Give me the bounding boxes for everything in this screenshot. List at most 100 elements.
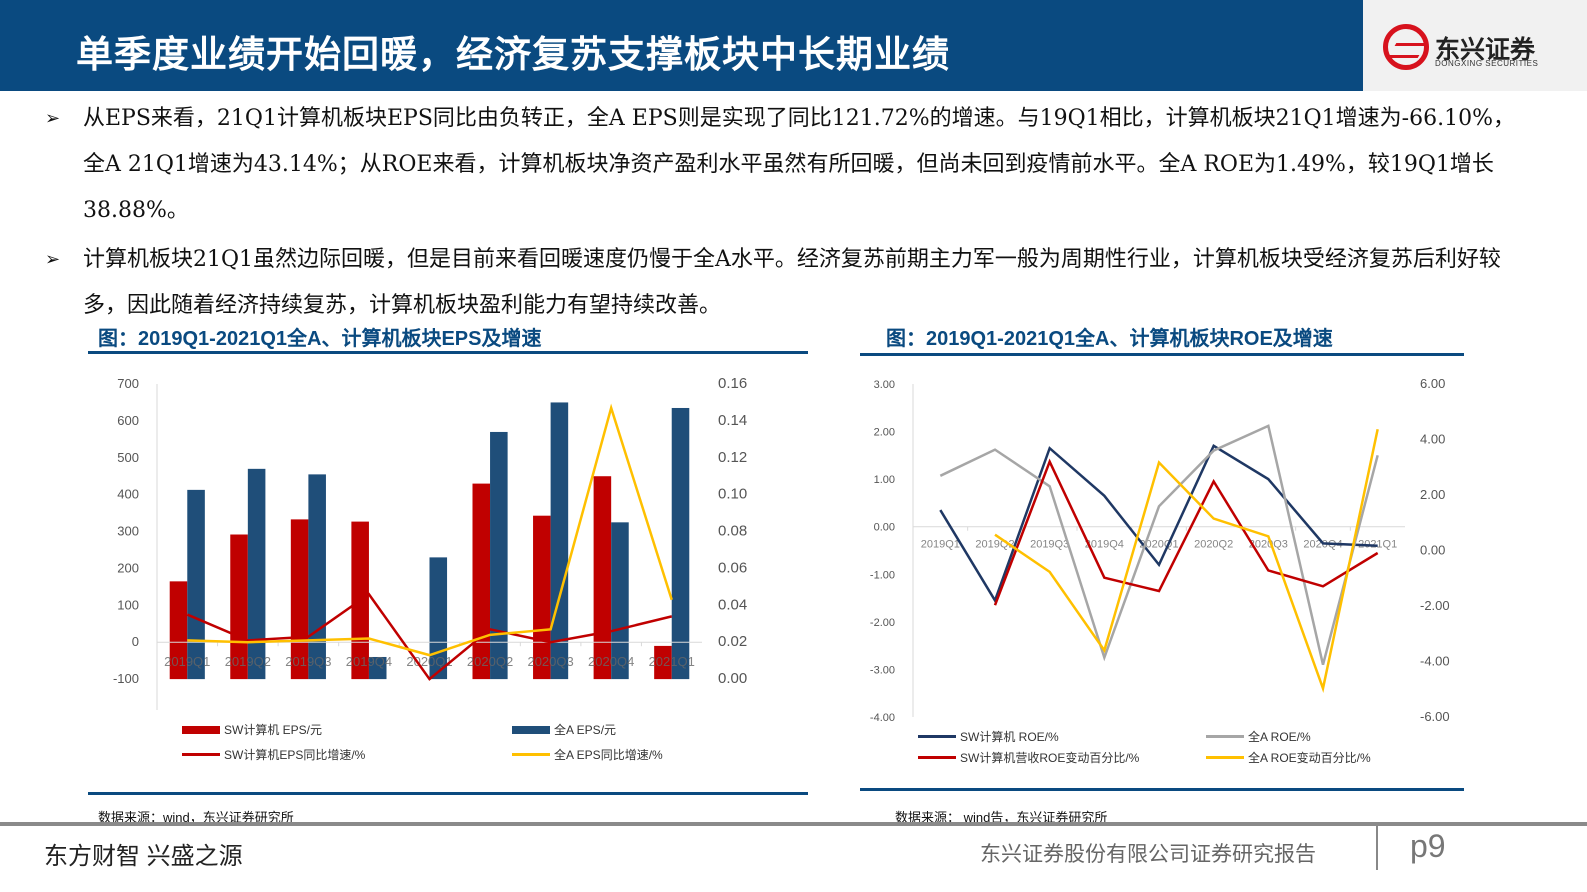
y-tick-label-right: 0.12 xyxy=(718,449,747,466)
x-tick-label: 2019Q2 xyxy=(225,654,271,669)
y-tick-label-left: 600 xyxy=(117,413,139,428)
series-line xyxy=(993,458,1379,606)
bar xyxy=(472,483,491,680)
footer-rule xyxy=(0,822,1587,826)
header-bar: 单季度业绩开始回暖，经济复苏支撑板块中长期业绩 xyxy=(0,0,1363,91)
x-tick-label: 2020Q3 xyxy=(1249,539,1288,551)
bar xyxy=(308,474,326,680)
y-tick-label-right: 0.00 xyxy=(718,670,747,687)
legend-item: 全A EPS/元 xyxy=(512,721,616,738)
legend-item: SW计算机EPS同比增速/% xyxy=(182,746,365,763)
y-tick-label-right: -4.00 xyxy=(1420,654,1450,669)
company-logo: 东兴证券 DONGXING SECURITIES xyxy=(1363,0,1587,91)
y-tick-label-left: 700 xyxy=(117,376,139,391)
data-source: 数据来源：wind，东兴证券研究所 xyxy=(98,810,294,825)
legend-item: 全A ROE/% xyxy=(1206,728,1311,745)
x-tick-label: 2019Q4 xyxy=(346,654,392,669)
divider xyxy=(88,792,808,795)
y-tick-label-right: 0.06 xyxy=(718,559,747,576)
logo-name: 东兴证券 xyxy=(1435,36,1536,64)
y-tick-label-left: -3.00 xyxy=(870,664,895,676)
legend-item: 全A ROE变动百分比/% xyxy=(1206,749,1371,766)
x-tick-label: 2019Q4 xyxy=(1085,539,1124,551)
bar xyxy=(290,519,309,680)
bullet-paragraph: ➢ 从EPS来看，21Q1计算机板块EPS同比由负转正，全A EPS则是实现了同… xyxy=(45,96,1535,234)
y-tick-label-left: 0 xyxy=(132,634,139,649)
y-tick-label-right: 0.04 xyxy=(718,596,747,613)
legend-swatch xyxy=(182,753,220,756)
legend-item: SW计算机 EPS/元 xyxy=(182,721,322,738)
x-tick-label: 2020Q1 xyxy=(406,654,452,669)
bar xyxy=(187,489,205,680)
chart-title: 图：2019Q1-2021Q1全A、计算机板块ROE及增速 xyxy=(886,328,1333,350)
bar xyxy=(671,407,690,680)
series-line xyxy=(939,424,1379,665)
legend-swatch xyxy=(918,735,956,738)
series-line xyxy=(994,428,1379,693)
y-tick-label-right: 0.08 xyxy=(718,523,747,540)
bar xyxy=(169,581,188,680)
page-title: 单季度业绩开始回暖，经济复苏支撑板块中长期业绩 xyxy=(76,34,950,75)
bar xyxy=(611,522,629,680)
bar xyxy=(593,476,612,680)
legend-item: 全A EPS同比增速/% xyxy=(512,746,663,763)
x-tick-label: 2020Q2 xyxy=(1194,539,1233,551)
y-tick-label-left: 300 xyxy=(117,524,139,539)
bar xyxy=(247,468,266,680)
divider xyxy=(88,351,808,354)
bar xyxy=(490,431,508,680)
y-tick-label-left: 0.00 xyxy=(874,522,895,534)
series-line xyxy=(186,592,673,681)
roe-chart: -4.00 -3.00 -2.00 -1.00 0.00 1.00 2.00 3.00 -6.0… xyxy=(870,376,1450,724)
y-tick-label-right: 0.16 xyxy=(718,375,747,392)
x-tick-label: 2020Q3 xyxy=(527,654,573,669)
y-tick-label-left: -4.00 xyxy=(870,712,895,724)
series-line xyxy=(939,444,1378,604)
eps-chart: -200 -100 0 100 200 300 400 500 600 700 -0.02 0.00 0… xyxy=(113,375,752,710)
y-tick-label-left: 1.00 xyxy=(874,474,895,486)
bar xyxy=(368,656,387,680)
y-tick-label-right: -0.02 xyxy=(718,707,752,710)
y-tick-label-left: -1.00 xyxy=(870,569,895,581)
footer-slogan: 东方财智 兴盛之源 xyxy=(44,843,243,870)
data-source: 数据来源： wind告，东兴证券研究所 xyxy=(895,810,1108,825)
y-tick-label-left: 200 xyxy=(117,560,139,575)
bar xyxy=(654,645,672,680)
y-tick-label-left: -200 xyxy=(113,708,139,710)
legend-swatch xyxy=(182,725,220,734)
arrow-bullet-icon: ➢ xyxy=(45,108,61,129)
y-tick-label-left: 500 xyxy=(117,450,139,465)
bar xyxy=(550,402,569,680)
series-line xyxy=(187,403,673,657)
arrow-bullet-icon: ➢ xyxy=(45,249,61,270)
y-tick-label-left: -2.00 xyxy=(870,617,895,629)
y-tick-label-left: 100 xyxy=(117,597,139,612)
x-tick-label: 2019Q1 xyxy=(921,539,960,551)
page-number: p9 xyxy=(1410,828,1446,864)
bullet-paragraph: ➢ 计算机板块21Q1虽然边际回暖，但是目前来看回暖速度仍慢于全A水平。经济复苏… xyxy=(45,237,1535,329)
legend-item: SW计算机 ROE/% xyxy=(918,728,1059,745)
y-tick-label-right: 4.00 xyxy=(1420,432,1445,447)
y-tick-label-left: 2.00 xyxy=(874,427,895,439)
logo-english: DONGXING SECURITIES xyxy=(1435,59,1539,68)
legend-item: SW计算机营收ROE变动百分比/% xyxy=(918,749,1139,766)
x-tick-label: 2021Q1 xyxy=(649,654,695,669)
y-tick-label-right: -2.00 xyxy=(1420,598,1450,613)
legend-swatch xyxy=(918,756,956,759)
x-tick-label: 2020Q2 xyxy=(467,654,513,669)
y-tick-label-right: 0.10 xyxy=(718,486,747,503)
logo-emblem-icon xyxy=(1383,24,1429,70)
y-tick-label-right: 0.02 xyxy=(718,633,747,650)
x-tick-label: 2020Q4 xyxy=(588,654,634,669)
legend-swatch xyxy=(512,725,550,734)
x-tick-label: 2019Q3 xyxy=(285,654,331,669)
legend-swatch xyxy=(512,753,550,756)
y-tick-label-right: 0.14 xyxy=(718,412,747,429)
y-tick-label-right: 2.00 xyxy=(1420,487,1445,502)
y-tick-label-left: -100 xyxy=(113,671,139,686)
x-tick-label: 2019Q3 xyxy=(1030,539,1069,551)
chart-title: 图：2019Q1-2021Q1全A、计算机板块EPS及增速 xyxy=(98,328,542,350)
y-tick-label-right: 0.00 xyxy=(1420,543,1445,558)
y-tick-label-left: 3.00 xyxy=(874,379,895,391)
bar xyxy=(429,557,448,680)
